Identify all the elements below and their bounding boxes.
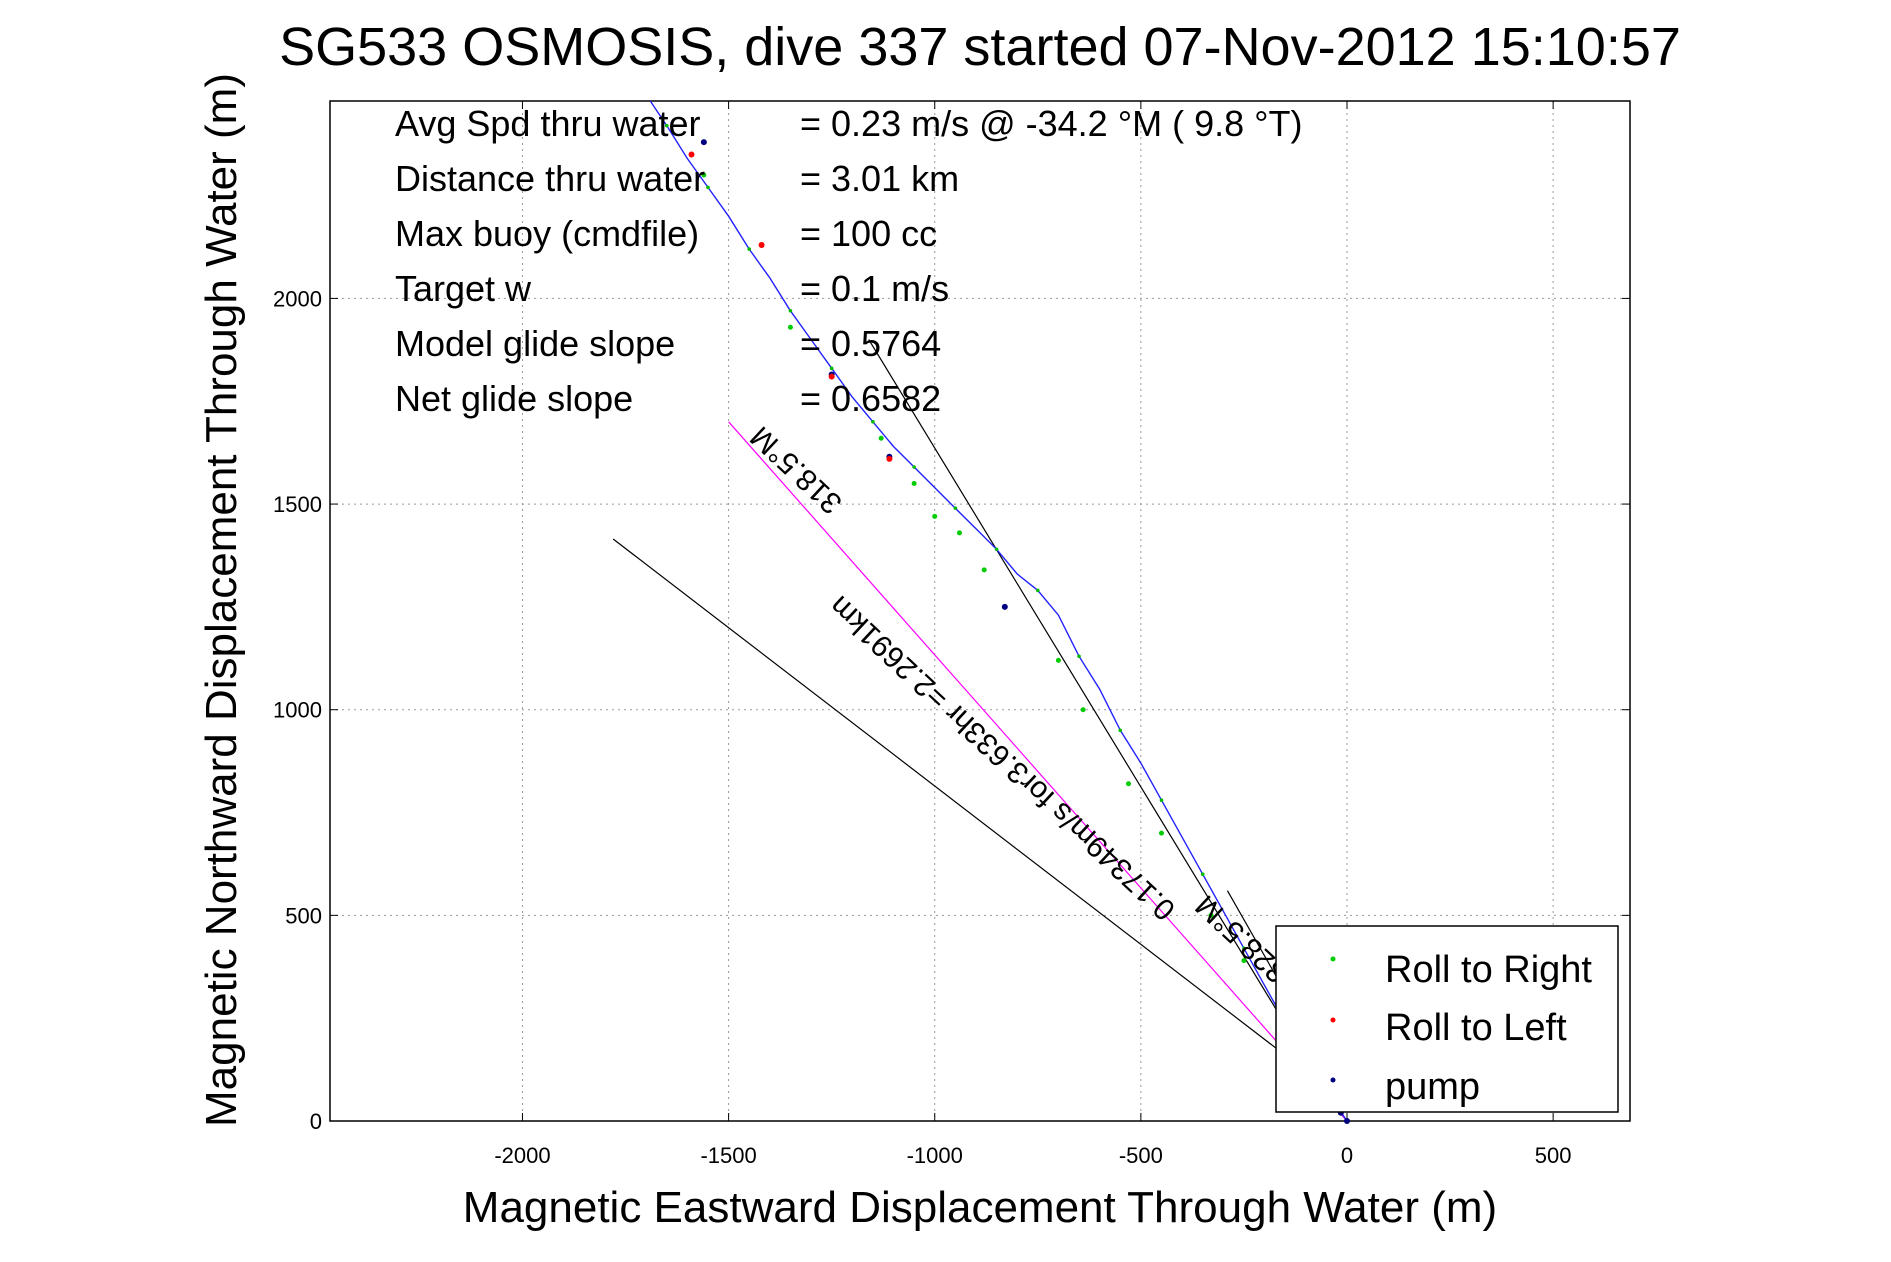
legend-swatch-roll-right [1330, 956, 1336, 962]
marker-roll-right [878, 435, 884, 441]
marker-roll-right [956, 530, 962, 536]
marker-roll-right [787, 324, 793, 330]
marker-roll-right [911, 481, 917, 487]
marker-roll-right [1208, 912, 1214, 918]
info-label-3: Target w [395, 268, 532, 309]
reference-line-glide_line [868, 339, 1315, 1072]
track-line [649, 100, 1348, 1122]
x-axis-label: Magnetic Eastward Displacement Through W… [463, 1183, 1497, 1232]
info-value-5: = 0.6582 [800, 378, 941, 419]
track-point [912, 465, 916, 469]
track-point [1242, 946, 1246, 951]
legend-label-roll-right: Roll to Right [1385, 949, 1592, 991]
plot-area [329, 100, 1631, 1122]
track-point [994, 547, 999, 552]
x-tick-label: 500 [1535, 1143, 1572, 1168]
x-tick-label: 0 [1341, 1143, 1353, 1168]
legend-swatch-roll-left [1330, 1017, 1336, 1023]
marker-roll-right [981, 567, 987, 573]
info-label-4: Model glide slope [395, 323, 675, 364]
legend: Roll to Right Roll to Left pump [1275, 925, 1619, 1113]
track-point [871, 420, 875, 424]
chart-title: SG533 OSMOSIS, dive 337 started 07-Nov-2… [279, 17, 1681, 77]
track-point [1200, 872, 1205, 877]
marker-roll-left [886, 455, 893, 462]
y-tick-label: 0 [310, 1109, 322, 1134]
track-point [1159, 798, 1164, 802]
y-axis-label: Magnetic Northward Displacement Through … [197, 73, 246, 1127]
track-point [788, 308, 793, 313]
annotation-1: 0.17349m/s for3.633hr =2.2691km [823, 589, 1182, 926]
info-value-0: = 0.23 m/s @ -34.2 °M ( 9.8 °T) [800, 103, 1303, 144]
marker-roll-right [1158, 830, 1164, 836]
track [649, 100, 1349, 1123]
info-value-2: = 100 cc [800, 213, 937, 254]
y-axis-ticks: 0 500 1000 1500 2000 [273, 286, 1630, 1134]
marker-roll-right [701, 172, 707, 178]
legend-label-pump: pump [1385, 1066, 1480, 1108]
reference-line-heading_318 [728, 421, 1348, 1122]
y-tick-label: 500 [285, 903, 322, 928]
info-label-0: Avg Spd thru water [395, 103, 701, 144]
marker-roll-right [1080, 707, 1086, 713]
marker-roll-right [1055, 657, 1061, 663]
marker-roll-right [1125, 781, 1131, 787]
markers [688, 139, 1350, 1124]
info-label-1: Distance thru water [395, 158, 705, 199]
annotations: 318.5°M0.17349m/s for3.633hr =2.2691km32… [744, 420, 1294, 989]
y-tick-label: 1500 [273, 492, 322, 517]
marker-pump [1001, 603, 1008, 610]
info-block: Avg Spd thru water = 0.23 m/s @ -34.2 °M… [395, 103, 1303, 419]
marker-roll-left [828, 373, 835, 380]
track-point [664, 123, 669, 128]
reference-line-mean_heading [612, 538, 1286, 1056]
marker-roll-right [1241, 958, 1247, 964]
track-point [706, 185, 710, 190]
info-value-1: = 3.01 km [800, 158, 959, 199]
y-tick-label: 1000 [273, 698, 322, 723]
track-point [1035, 588, 1040, 593]
legend-label-roll-left: Roll to Left [1385, 1007, 1567, 1049]
x-tick-label: -500 [1119, 1143, 1163, 1168]
x-axis-ticks: -2000 -1500 -1000 -500 0 500 [494, 101, 1571, 1168]
y-tick-label: 2000 [273, 286, 322, 311]
track-point [1077, 654, 1081, 659]
track-point [953, 506, 958, 510]
marker-roll-left [688, 151, 695, 158]
annotation-0: 318.5°M [744, 420, 848, 521]
marker-pump [700, 139, 707, 146]
track-point [747, 247, 752, 251]
info-label-5: Net glide slope [395, 378, 633, 419]
track-point [829, 366, 834, 371]
x-tick-label: -1500 [700, 1143, 756, 1168]
info-value-3: = 0.1 m/s [800, 268, 949, 309]
x-tick-label: -2000 [494, 1143, 550, 1168]
marker-roll-left [758, 241, 765, 248]
info-value-4: = 0.5764 [800, 323, 941, 364]
marker-pump [1344, 1118, 1350, 1124]
legend-swatch-pump [1330, 1077, 1336, 1083]
x-tick-label: -1000 [907, 1143, 963, 1168]
track-point [1118, 728, 1123, 733]
marker-roll-right [932, 513, 938, 519]
info-label-2: Max buoy (cmdfile) [395, 213, 699, 254]
